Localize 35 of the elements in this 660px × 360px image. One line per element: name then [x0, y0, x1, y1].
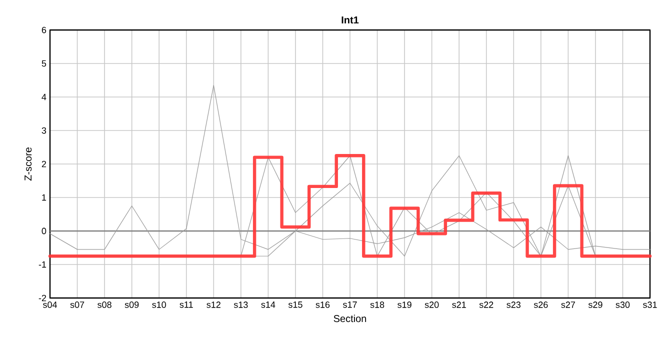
x-tick-label: s26: [534, 302, 548, 308]
y-tick-label: 5: [42, 60, 46, 67]
x-tick-label: s07: [70, 302, 84, 308]
x-tick-label: s21: [452, 302, 466, 308]
chart-title: Int1: [342, 16, 359, 24]
x-axis-title: Section: [334, 314, 366, 322]
x-tick-label: s17: [343, 302, 357, 308]
x-tick-label: s04: [43, 302, 57, 308]
x-tick-label: s08: [98, 302, 112, 308]
x-tick-label: s31: [643, 302, 657, 308]
y-axis-title: Z-score: [24, 148, 32, 181]
y-tick-label: 3: [42, 127, 46, 134]
y-tick-label: 4: [42, 94, 46, 100]
x-tick-label: s19: [398, 302, 412, 308]
x-tick-label: s14: [261, 302, 276, 308]
x-tick-label: s30: [616, 302, 630, 308]
x-tick-label: s15: [288, 302, 302, 308]
x-tick-label: s09: [124, 302, 139, 308]
y-tick-label: 0: [42, 228, 46, 234]
y-tick-label: -1: [38, 261, 46, 268]
y-tick-label: 1: [42, 194, 46, 201]
x-tick-label: s11: [180, 302, 193, 308]
x-tick-label: s10: [152, 302, 166, 308]
x-tick-label: s13: [234, 302, 248, 308]
y-tick-label: -2: [38, 294, 46, 302]
x-tick-label: s22: [479, 302, 494, 308]
x-tick-label: s16: [316, 302, 330, 308]
x-tick-label: s23: [506, 302, 520, 308]
y-tick-label: 6: [42, 26, 46, 34]
x-tick-label: s18: [370, 302, 384, 308]
x-tick-label: s12: [206, 302, 220, 308]
x-tick-label: s29: [588, 302, 602, 308]
x-tick-label: s20: [424, 302, 439, 308]
x-tick-label: s27: [561, 302, 575, 308]
y-tick-label: 2: [42, 160, 46, 168]
